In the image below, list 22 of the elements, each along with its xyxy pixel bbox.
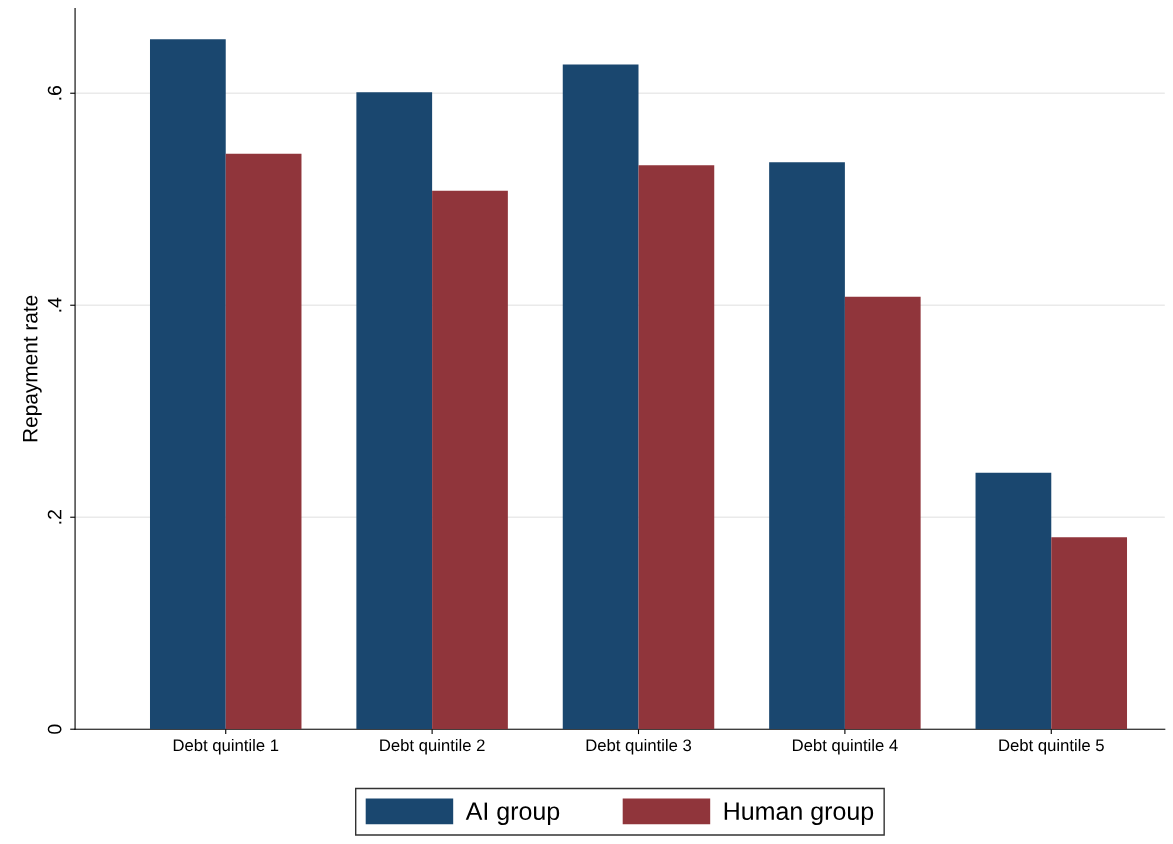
bar [769,162,845,730]
bar [1051,537,1128,730]
bar [432,190,508,730]
legend-label: AI group [465,802,560,825]
y-tick-label: .2 [47,510,62,524]
bar [638,165,715,730]
bar [149,39,226,730]
bar [975,472,1052,730]
bar [562,64,639,730]
x-tick-label: Debt quintile 2 [380,738,485,755]
bar [844,296,921,730]
legend-label: Human group [724,802,874,825]
x-tick-label: Debt quintile 4 [792,738,898,755]
y-tick-label: .4 [47,297,62,312]
y-tick-label: .6 [47,85,62,100]
x-tick-label: Debt quintile 5 [999,738,1104,755]
x-tick-label: Debt quintile 3 [586,738,692,755]
bar [225,153,302,730]
y-axis-title: Repayment rate [23,295,42,442]
y-tick-label: 0 [47,724,62,734]
bar [356,92,433,730]
x-tick-label: Debt quintile 1 [173,738,279,755]
